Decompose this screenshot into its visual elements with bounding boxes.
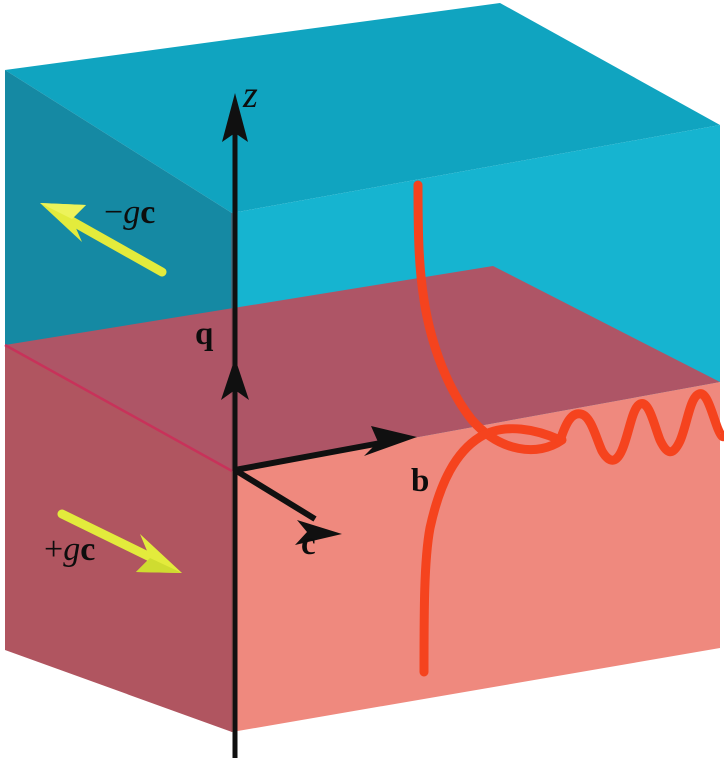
box-front-right-lower-face bbox=[232, 382, 720, 732]
minus-gc-scalar: g bbox=[123, 194, 141, 231]
profile-lower-branch bbox=[419, 424, 565, 677]
minus-gc-sign: − bbox=[104, 194, 124, 231]
interface-edge-left bbox=[4, 343, 233, 473]
q-vector-label: q bbox=[195, 316, 214, 352]
minus-gc-arrow-shaft bbox=[63, 214, 167, 277]
plus-gc-vector: c bbox=[80, 531, 96, 568]
z-axis-label: z bbox=[243, 74, 258, 116]
coordinate-axes bbox=[221, 93, 417, 758]
q-vector-arrowhead bbox=[221, 358, 249, 400]
plus-gc-scalar: g bbox=[63, 531, 81, 568]
c-axis-arrowhead bbox=[295, 520, 342, 545]
minus-gc-arrow bbox=[40, 203, 167, 277]
z-axis-arrowhead bbox=[222, 93, 248, 142]
interface-plane bbox=[5, 266, 720, 471]
c-axis-label: c bbox=[301, 526, 316, 562]
b-axis-label: b bbox=[411, 463, 430, 499]
c-axis-shaft bbox=[233, 467, 317, 522]
box-top-face bbox=[5, 3, 720, 213]
minus-gc-vector: c bbox=[140, 194, 156, 231]
plus-gc-label: +gc bbox=[44, 533, 95, 567]
profile-oscillating-tail bbox=[555, 389, 724, 465]
minus-gc-arrow-head-shade bbox=[40, 203, 86, 219]
order-parameter-profile bbox=[413, 180, 724, 677]
plus-gc-arrow-head-shade bbox=[136, 558, 182, 573]
plus-gc-arrow-shaft bbox=[57, 509, 157, 563]
plus-gc-sign: + bbox=[44, 531, 64, 568]
b-axis-shaft bbox=[234, 439, 387, 473]
b-axis-arrowhead bbox=[364, 426, 417, 456]
profile-upper-branch bbox=[413, 180, 567, 455]
minus-gc-label: −gc bbox=[104, 196, 155, 230]
bilayer-box bbox=[4, 3, 720, 732]
plus-gc-arrow bbox=[57, 509, 182, 573]
